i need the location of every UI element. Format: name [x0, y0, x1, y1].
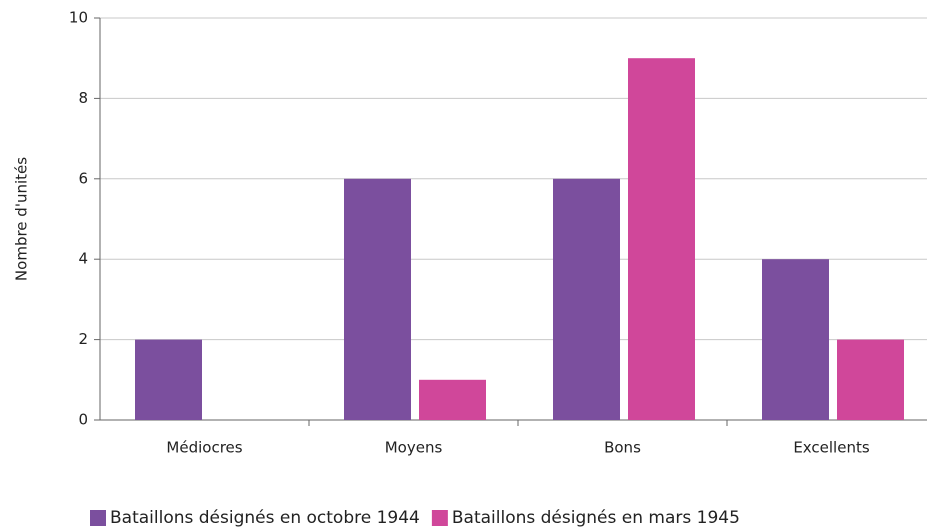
bar: [344, 178, 411, 420]
y-tick-label: 2: [78, 330, 88, 348]
x-tick-label: Moyens: [385, 439, 443, 457]
legend-label: Bataillons désignés en mars 1945: [452, 508, 740, 528]
y-tick-label: 4: [78, 250, 88, 268]
y-tick-label: 10: [69, 9, 88, 27]
legend-label: Bataillons désignés en octobre 1944: [110, 508, 420, 528]
legend-swatch: [431, 510, 448, 526]
bar: [135, 339, 202, 420]
bar: [628, 58, 695, 420]
bar: [762, 259, 829, 420]
x-tick-label: Bons: [604, 439, 641, 457]
bar: [553, 178, 620, 420]
y-axis-label: Nombre d'unités: [13, 157, 31, 281]
y-tick-label: 6: [78, 169, 88, 187]
x-tick-label: Médiocres: [166, 439, 242, 457]
legend-swatch: [90, 510, 106, 526]
y-tick-label: 0: [78, 411, 88, 429]
x-tick-label: Excellents: [793, 439, 870, 457]
bar: [419, 379, 486, 420]
bar: [837, 339, 904, 420]
y-tick-label: 8: [78, 89, 88, 107]
